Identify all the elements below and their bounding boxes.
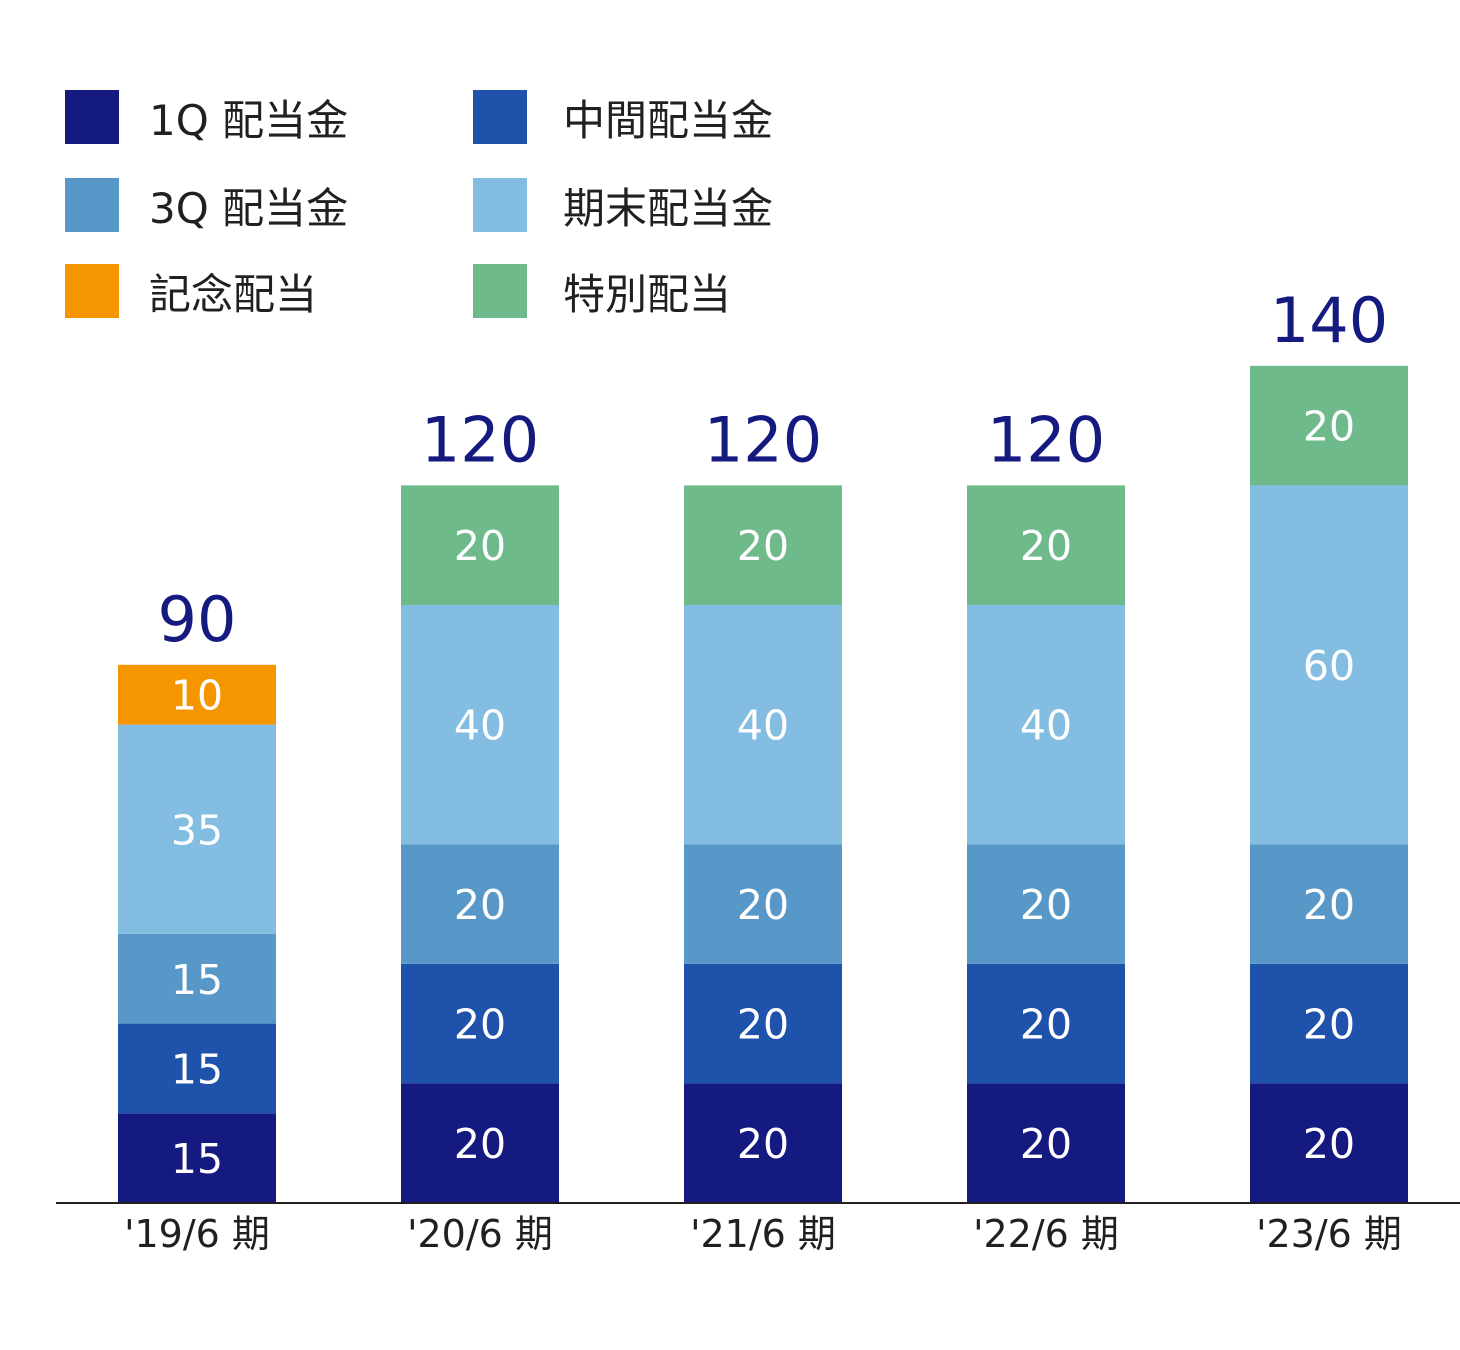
bar-segment: [401, 844, 559, 964]
bars-group: [118, 365, 1408, 1203]
x-tick-label: '19/6 期: [124, 1212, 270, 1256]
legend-swatch-commemorative: [65, 264, 119, 318]
legend-item-interim: 中間配当金: [473, 90, 773, 145]
bar-segment: [118, 724, 276, 934]
segment-value-label: 20: [1303, 1120, 1355, 1168]
bar-segment: [401, 605, 559, 845]
legend-label-interim: 中間配当金: [563, 95, 774, 145]
segment-value-label: 20: [454, 881, 506, 929]
bar-segment: [684, 963, 842, 1084]
segment-value-label: 10: [171, 672, 223, 720]
segment-value-label: 20: [1303, 1001, 1355, 1049]
bar-segment: [401, 1083, 559, 1203]
segment-value-label: 20: [1020, 522, 1072, 570]
bar-segment: [967, 485, 1125, 605]
total-value-label: 120: [704, 403, 822, 476]
segment-value-label: 35: [171, 806, 223, 854]
segment-value-label: 20: [737, 1001, 789, 1049]
legend-swatch-year-end: [473, 178, 527, 232]
bar-segment: [1250, 1083, 1408, 1203]
bar-segment: [967, 605, 1125, 845]
legend-item-1q: 1Q 配当金: [65, 90, 348, 145]
legend-label-1q: 1Q 配当金: [149, 95, 349, 145]
segment-value-label: 20: [454, 1001, 506, 1049]
bar-segment: [118, 1023, 276, 1114]
segment-value-label: 40: [1020, 702, 1072, 750]
legend-item-commemorative: 記念配当: [65, 264, 317, 319]
legend-label-commemorative: 記念配当: [149, 269, 318, 319]
legend-label-year-end: 期末配当金: [563, 183, 774, 233]
bar-segment: [684, 1083, 842, 1203]
legend-swatch-special: [473, 264, 527, 318]
segment-value-label: 15: [171, 1135, 223, 1183]
segment-value-label: 20: [1303, 403, 1355, 451]
segment-value-label: 20: [454, 1120, 506, 1168]
legend-label-special: 特別配当: [563, 269, 732, 319]
x-tick-label: '23/6 期: [1256, 1212, 1402, 1256]
legend-swatch-1q: [65, 90, 119, 144]
legend-swatch-3q: [65, 178, 119, 232]
total-value-label: 120: [421, 403, 539, 476]
segment-value-label: 15: [171, 956, 223, 1004]
segment-labels-group: 15 15 15 35 10 20 20 20 40 20 20 20 20 40 20 20 20 20 40 20…: [171, 403, 1355, 1184]
legend-swatch-interim: [473, 90, 527, 144]
segment-value-label: 40: [737, 702, 789, 750]
bar-segment: [1250, 365, 1408, 486]
segment-value-label: 60: [1303, 642, 1355, 690]
legend-item-year-end: 期末配当金: [473, 178, 773, 233]
segment-value-label: 20: [454, 522, 506, 570]
bar-segment: [401, 485, 559, 605]
total-value-label: 120: [987, 403, 1105, 476]
bar-segment: [967, 963, 1125, 1084]
bar-segment: [1250, 963, 1408, 1084]
bar-segment: [401, 963, 559, 1084]
segment-value-label: 20: [1020, 881, 1072, 929]
total-value-label: 90: [158, 583, 237, 656]
legend-item-3q: 3Q 配当金: [65, 178, 348, 233]
segment-value-label: 20: [1020, 1001, 1072, 1049]
bar-segment: [118, 1113, 276, 1203]
segment-value-label: 20: [737, 1120, 789, 1168]
x-tick-labels-group: '19/6 期 '20/6 期 '21/6 期 '22/6 期 '23/6 期: [124, 1212, 1402, 1256]
x-tick-label: '20/6 期: [407, 1212, 553, 1256]
bar-segment: [967, 1083, 1125, 1203]
x-tick-label: '22/6 期: [973, 1212, 1119, 1256]
bar-segment: [684, 844, 842, 964]
segment-value-label: 15: [171, 1045, 223, 1093]
legend-item-special: 特別配当: [473, 264, 731, 319]
segment-value-label: 20: [1303, 881, 1355, 929]
segment-value-label: 20: [1020, 1120, 1072, 1168]
bar-segment: [684, 605, 842, 845]
bar-segment: [1250, 844, 1408, 964]
bar-segment: [684, 485, 842, 605]
bar-segment: [967, 844, 1125, 964]
total-value-label: 140: [1270, 284, 1388, 357]
segment-value-label: 20: [737, 881, 789, 929]
bar-segment: [118, 664, 276, 725]
segment-value-label: 20: [737, 522, 789, 570]
segment-value-label: 40: [454, 702, 506, 750]
chart-legend: 1Q 配当金 中間配当金 3Q 配当金 期末配当金 記念配当 特別配当: [0, 0, 1460, 330]
bar-segment: [1250, 485, 1408, 845]
legend-label-3q: 3Q 配当金: [149, 183, 349, 233]
bar-segment: [118, 933, 276, 1024]
x-tick-label: '21/6 期: [690, 1212, 836, 1256]
total-labels-group: 90 120 120 120 140: [158, 284, 1389, 656]
